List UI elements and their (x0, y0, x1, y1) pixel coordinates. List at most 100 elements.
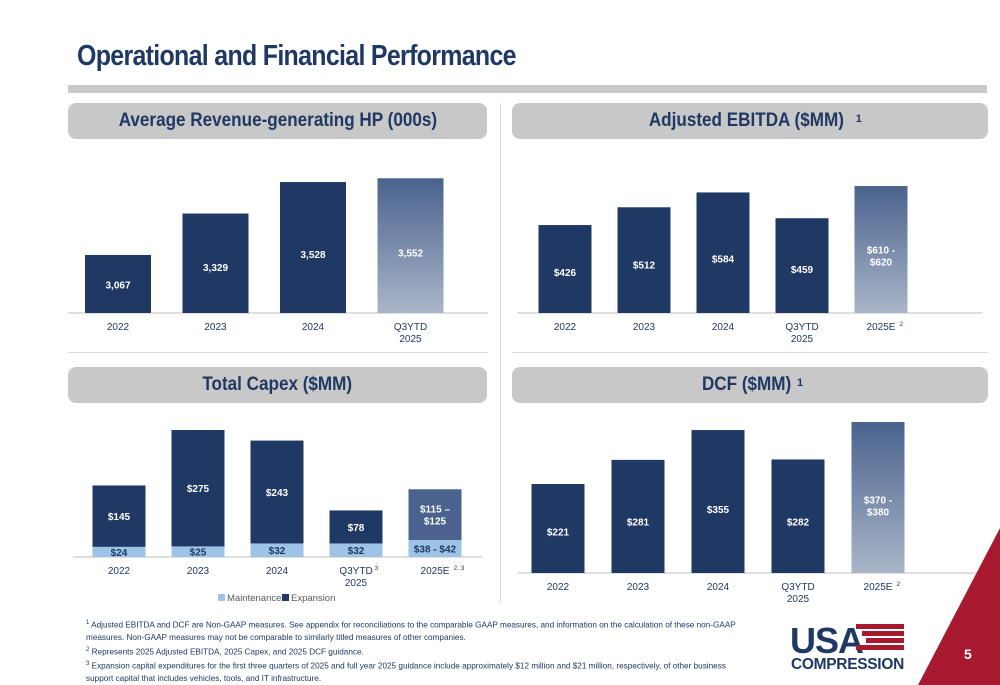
data-label-maintenance: $32 (348, 546, 365, 557)
x-tick-superscript: 3 (375, 565, 379, 572)
data-label: $426 (554, 268, 577, 279)
bar (280, 182, 346, 313)
x-tick-label: 2022 (554, 322, 577, 333)
footnote-1: 1 Adjusted EBITDA and DCF are Non-GAAP m… (86, 620, 736, 642)
bar (617, 207, 671, 313)
legend-label-expansion: Expansion (291, 593, 335, 604)
bar-maintenance (329, 543, 383, 557)
data-label: $610 -$620 (867, 246, 895, 269)
page-number: 5 (964, 646, 972, 662)
data-label: $281 (627, 517, 650, 528)
x-tick-superscript: 2 (900, 321, 904, 328)
bar (531, 484, 585, 573)
data-label: $355 (707, 505, 730, 516)
bar (851, 422, 905, 573)
footnotes: 1 Adjusted EBITDA and DCF are Non-GAAP m… (86, 617, 736, 685)
panel-header-ebitda-sup: 1 (855, 113, 862, 125)
bar-maintenance (408, 540, 462, 557)
bar-expansion (92, 485, 146, 547)
x-tick-superscript: 2 (897, 581, 901, 588)
x-tick-label: 2022 (108, 566, 131, 577)
bar-maintenance (171, 546, 225, 557)
footnote-2: 2 Represents 2025 Adjusted EBITDA, 2025 … (86, 646, 364, 657)
usa-compression-logo: USA COMPRESSION (790, 620, 908, 676)
data-label: 3,552 (398, 248, 423, 259)
x-tick-label: 2024 (712, 322, 735, 333)
bar (377, 178, 444, 313)
data-label: 3,329 (203, 263, 228, 274)
data-label: $370 -$380 (864, 496, 892, 519)
data-label-expansion: $275 (187, 484, 210, 495)
panel-header-dcf: DCF ($MM) 1 (512, 367, 988, 403)
panel-header-dcf-sup: 1 (797, 377, 804, 389)
bar (538, 225, 592, 313)
logo-usa-text: USA (790, 620, 864, 661)
vertical-divider (500, 103, 501, 603)
panel-header-capex: Total Capex ($MM) (68, 367, 487, 403)
panel-header-ebitda: Adjusted EBITDA ($MM) 1 (512, 103, 988, 139)
x-tick-label: 2025E (421, 566, 450, 577)
panel-header-dcf-text: DCF ($MM) (701, 374, 792, 395)
data-label-maintenance: $32 (269, 546, 286, 557)
x-tick-superscript: 2, 3 (454, 565, 465, 572)
data-label: 3,067 (105, 281, 130, 292)
legend-swatch-maintenance (218, 594, 225, 601)
data-label: $459 (791, 265, 814, 276)
panel-header-hp-text: Average Revenue-generating HP (000s) (118, 110, 437, 131)
legend-swatch-expansion (282, 594, 289, 601)
x-tick-label: 2023 (627, 582, 650, 593)
title-rule (68, 85, 987, 93)
x-tick-label: Q3YTD 2025 (339, 566, 372, 589)
x-tick-label: 2024 (707, 582, 730, 593)
horizontal-divider-left (68, 352, 488, 353)
data-label-maintenance: $38 - $42 (414, 545, 457, 556)
bar (182, 213, 249, 313)
x-tick-label: 2023 (187, 566, 210, 577)
bar (691, 430, 745, 573)
footnote-3: 3 Expansion capital expenditures for the… (86, 661, 726, 684)
data-label: $584 (712, 254, 735, 265)
horizontal-divider-right (512, 352, 988, 353)
bar-expansion (250, 440, 304, 544)
panel-header-capex-text: Total Capex ($MM) (202, 374, 353, 395)
x-tick-label: 2023 (204, 322, 227, 333)
bar (85, 254, 151, 313)
data-label-maintenance: $25 (190, 548, 207, 559)
bar-maintenance (92, 546, 146, 557)
panel-header-hp: Average Revenue-generating HP (000s) (68, 103, 487, 139)
data-label-expansion: $145 (108, 512, 131, 523)
data-label: $221 (547, 528, 570, 539)
x-tick-label: Q3YTD 2025 (394, 322, 427, 345)
data-label-expansion: $115 – $125 (420, 505, 450, 528)
x-tick-label: 2025E (864, 582, 893, 593)
x-tick-label: Q3YTD 2025 (781, 582, 814, 605)
panel-header-ebitda-text: Adjusted EBITDA ($MM) (648, 110, 844, 131)
logo-compression-text: COMPRESSION (791, 656, 904, 673)
chart-ebitda: $426 2022 $512 2023 $584 2024 $459 Q3YTD 2025 $61… (517, 186, 982, 345)
x-tick-label: 2024 (266, 566, 289, 577)
data-label: $512 (633, 261, 656, 272)
x-tick-label: 2022 (547, 582, 570, 593)
x-tick-label: 2022 (107, 322, 130, 333)
chart-dcf: $221 2022 $281 2023 $355 2024 $282 Q3YTD 2025 $37… (517, 422, 982, 605)
data-label: $282 (787, 517, 810, 528)
bar-expansion (171, 430, 225, 547)
legend: Maintenance Expansion (218, 593, 335, 604)
x-tick-label: 2023 (633, 322, 656, 333)
data-label-expansion: $243 (266, 488, 289, 499)
x-tick-label: Q3YTD 2025 (785, 322, 818, 345)
x-tick-label: 2025E (867, 322, 896, 333)
slide-title: Operational and Financial Performance (77, 40, 517, 72)
bar-expansion (408, 489, 462, 541)
logo-flag-stripes-icon (856, 624, 904, 650)
data-label: 3,528 (300, 250, 325, 261)
data-label-maintenance: $24 (111, 548, 128, 559)
bar-maintenance (250, 543, 304, 557)
bar (611, 459, 665, 573)
bar-expansion (329, 510, 383, 544)
x-tick-label: 2024 (302, 322, 325, 333)
legend-label-maintenance: Maintenance (227, 593, 281, 604)
bar (775, 218, 829, 313)
bar (696, 192, 750, 313)
bar (854, 186, 908, 313)
